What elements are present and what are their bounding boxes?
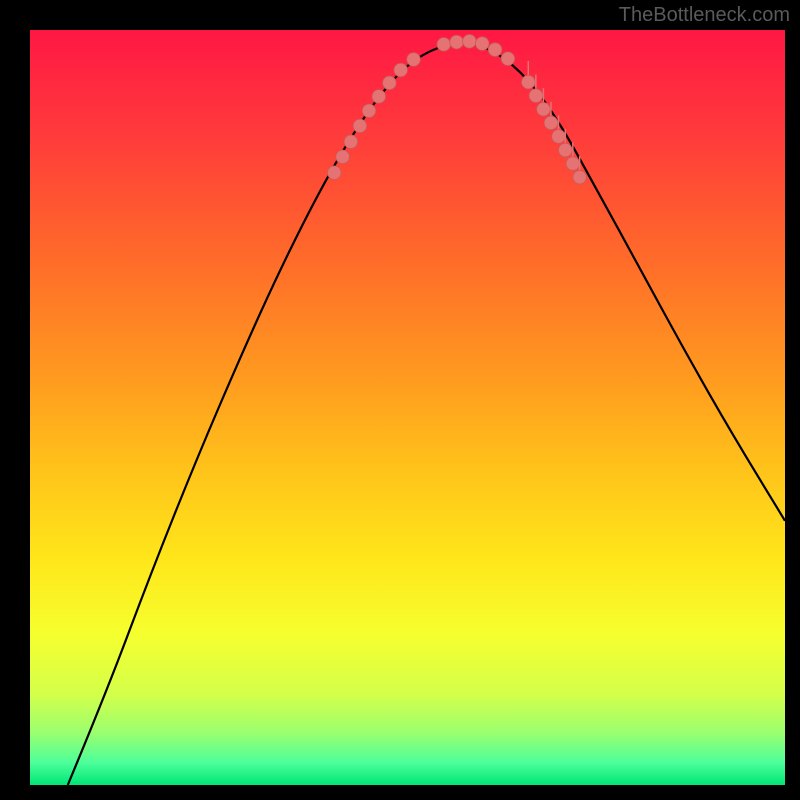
chart-svg (30, 30, 785, 785)
scatter-right-cluster (522, 61, 587, 184)
bottleneck-curve (68, 43, 785, 785)
bottleneck-chart (30, 30, 785, 785)
watermark-text: TheBottleneck.com (619, 4, 790, 27)
